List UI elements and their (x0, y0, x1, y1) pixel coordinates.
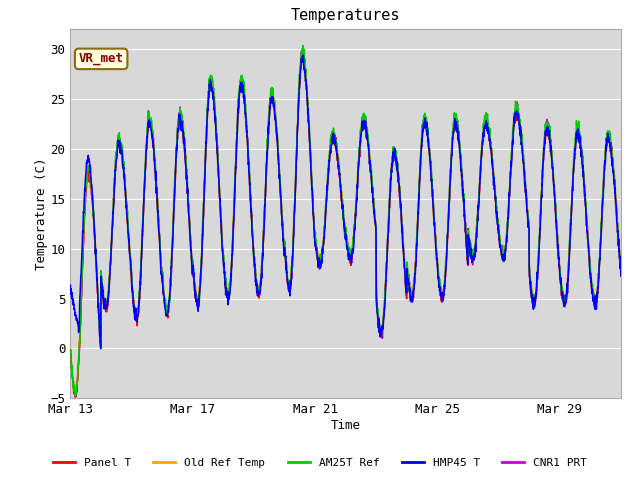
CNR1 PRT (506, 182, 514, 188)
Old Ref Temp (71, 390, 79, 396)
CNR1 PRT (72, 394, 80, 400)
Y-axis label: Temperature (C): Temperature (C) (35, 157, 48, 270)
Old Ref Temp (584, 236, 592, 242)
CNR1 PRT (569, 187, 577, 193)
AM25T Ref (362, 122, 370, 128)
Panel T (569, 184, 577, 190)
AM25T Ref (506, 182, 514, 188)
AM25T Ref (220, 270, 228, 276)
HMP45 T (362, 129, 370, 134)
Panel T (617, 268, 625, 274)
Text: VR_met: VR_met (79, 52, 124, 65)
Old Ref Temp (617, 264, 625, 270)
AM25T Ref (569, 178, 577, 183)
Line: AM25T Ref: AM25T Ref (70, 46, 621, 396)
Line: HMP45 T: HMP45 T (70, 55, 621, 349)
Panel T (298, 50, 306, 56)
Line: Old Ref Temp: Old Ref Temp (70, 53, 621, 393)
HMP45 T (584, 236, 592, 242)
Line: Panel T: Panel T (70, 53, 621, 397)
Panel T (584, 236, 592, 241)
Old Ref Temp (220, 268, 228, 274)
Old Ref Temp (569, 179, 577, 185)
HMP45 T (220, 267, 228, 273)
CNR1 PRT (617, 267, 625, 273)
Old Ref Temp (374, 313, 381, 319)
Panel T (362, 128, 370, 133)
AM25T Ref (72, 393, 79, 399)
CNR1 PRT (374, 315, 381, 321)
Old Ref Temp (67, 345, 74, 351)
AM25T Ref (67, 349, 74, 355)
HMP45 T (506, 183, 514, 189)
Old Ref Temp (300, 50, 307, 56)
CNR1 PRT (220, 263, 228, 269)
CNR1 PRT (362, 125, 370, 131)
HMP45 T (97, 346, 104, 352)
HMP45 T (374, 318, 381, 324)
Old Ref Temp (362, 130, 370, 135)
Panel T (506, 187, 514, 192)
HMP45 T (617, 273, 625, 279)
Panel T (67, 348, 74, 353)
HMP45 T (569, 185, 577, 191)
CNR1 PRT (67, 346, 74, 352)
AM25T Ref (584, 235, 592, 240)
Panel T (72, 394, 79, 400)
Title: Temperatures: Temperatures (291, 9, 401, 24)
AM25T Ref (299, 43, 307, 48)
Line: CNR1 PRT: CNR1 PRT (70, 52, 621, 397)
CNR1 PRT (298, 49, 305, 55)
Panel T (220, 263, 228, 269)
X-axis label: Time: Time (331, 419, 360, 432)
CNR1 PRT (584, 235, 592, 241)
HMP45 T (300, 52, 307, 58)
Old Ref Temp (506, 182, 514, 188)
AM25T Ref (374, 307, 381, 312)
Panel T (374, 316, 381, 322)
Legend: Panel T, Old Ref Temp, AM25T Ref, HMP45 T, CNR1 PRT: Panel T, Old Ref Temp, AM25T Ref, HMP45 … (48, 453, 592, 472)
AM25T Ref (617, 263, 625, 269)
HMP45 T (67, 282, 74, 288)
